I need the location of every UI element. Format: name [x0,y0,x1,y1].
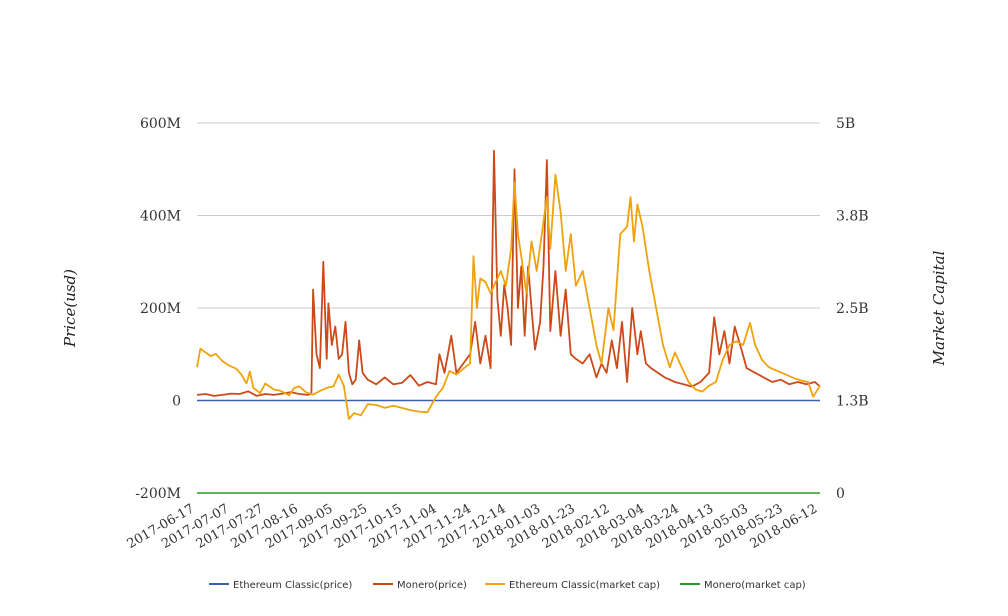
left-tick-label: 400M [140,209,181,225]
right-tick-label: 3.8B [836,209,869,225]
left-tick-label: 600M [140,116,181,132]
left-tick-label: -200M [135,486,181,502]
left-axis-title: Price(usd) [61,269,79,348]
legend-label: Ethereum Classic(market cap) [509,580,660,591]
legend-label: Monero(market cap) [704,580,806,591]
right-tick-label: 0 [836,486,845,502]
left-tick-label: 200M [140,301,181,317]
series-lines [196,149,821,494]
left-tick-label: 0 [172,394,181,410]
legend-label: Ethereum Classic(price) [233,580,352,591]
left-axis-ticks: -200M 0 200M 400M 600M [135,116,181,502]
right-axis-title: Market Capital [930,250,948,366]
right-tick-label: 5B [836,116,855,132]
series-line-ethereum-classic-market-cap [196,173,821,420]
right-tick-label: 2.5B [836,301,869,317]
right-tick-label: 1.3B [836,394,869,410]
legend-label: Monero(price) [397,580,467,591]
right-axis-ticks: 0 1.3B 2.5B 3.8B 5B [836,116,869,502]
legend: Ethereum Classic(price) Monero(price) Ethe… [209,580,806,591]
x-axis-ticks: 2017-06-172017-07-072017-07-272017-08-16… [125,501,820,551]
